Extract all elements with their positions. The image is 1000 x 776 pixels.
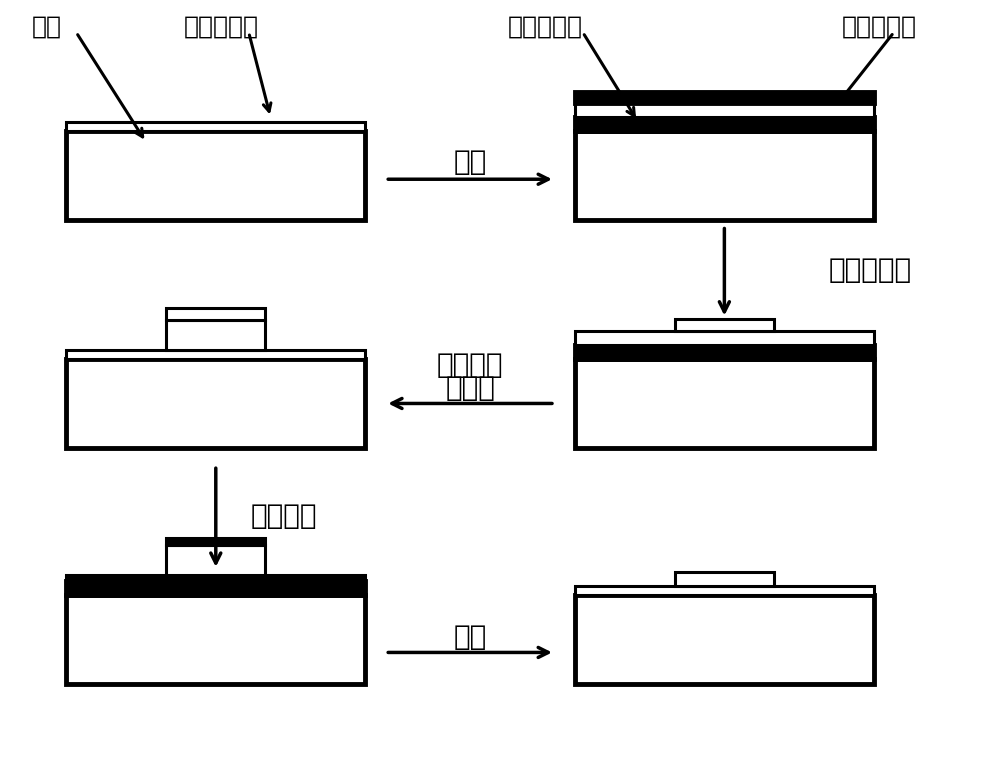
- Bar: [575, 586, 874, 595]
- Text: 剥离: 剥离: [453, 623, 487, 651]
- Bar: [166, 320, 265, 350]
- Bar: [166, 546, 265, 575]
- Text: 正向抗蚀剂: 正向抗蚀剂: [841, 14, 916, 38]
- Bar: [675, 319, 774, 331]
- Bar: [675, 572, 774, 586]
- Bar: [575, 131, 874, 220]
- Bar: [575, 103, 874, 117]
- Bar: [575, 345, 874, 359]
- Bar: [575, 331, 874, 345]
- Text: 金属沉积: 金属沉积: [251, 501, 317, 529]
- Text: 基底: 基底: [31, 14, 61, 38]
- Bar: [575, 595, 874, 684]
- Text: 氧等离子: 氧等离子: [437, 351, 503, 379]
- Bar: [66, 575, 365, 581]
- Text: 负向抗蚀剂: 负向抗蚀剂: [507, 14, 582, 38]
- Bar: [66, 595, 365, 684]
- Bar: [166, 538, 265, 546]
- Text: 金属导电层: 金属导电层: [183, 14, 258, 38]
- Bar: [575, 359, 874, 448]
- Bar: [66, 359, 365, 448]
- Bar: [66, 131, 365, 220]
- Bar: [66, 122, 365, 131]
- Text: 体刻蚀: 体刻蚀: [445, 374, 495, 402]
- Bar: [66, 581, 365, 595]
- Text: 涂胶: 涂胶: [453, 148, 487, 176]
- Bar: [66, 350, 365, 359]
- Bar: [575, 117, 874, 131]
- Bar: [575, 92, 874, 103]
- Bar: [166, 308, 265, 320]
- Text: 曝光及显影: 曝光及显影: [829, 256, 912, 284]
